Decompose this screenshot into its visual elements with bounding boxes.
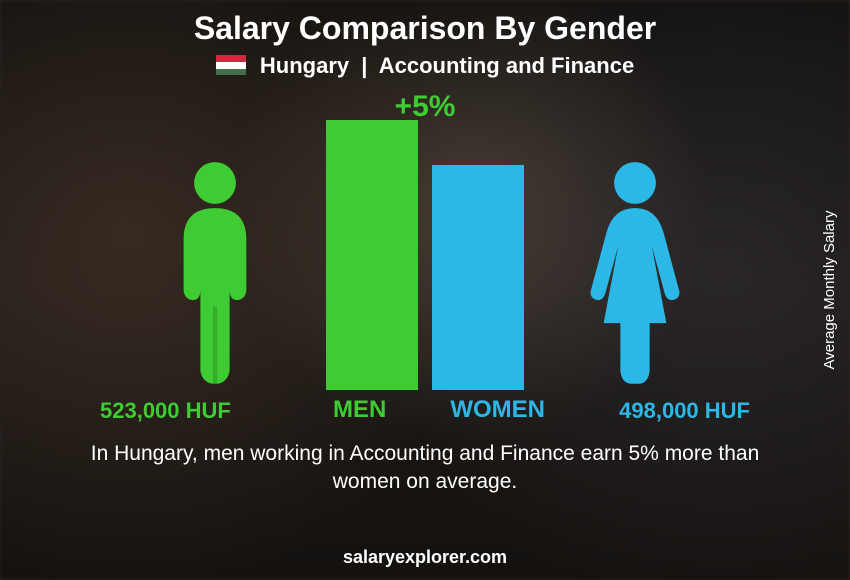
country-label: Hungary [260, 53, 349, 78]
man-icon [155, 160, 275, 390]
difference-label: +5% [395, 90, 456, 124]
flag-stripe-2 [216, 62, 246, 69]
hungary-flag-icon [216, 55, 246, 75]
description-text: In Hungary, men working in Accounting an… [65, 440, 785, 497]
bar-men [326, 120, 418, 390]
gender-salary-chart: +5% MEN WOMEN 523,000 HUF 498,000 HUF [45, 90, 805, 430]
women-label: WOMEN [450, 396, 545, 424]
bars-group [326, 120, 524, 390]
infographic-container: Salary Comparison By Gender Hungary | Ac… [0, 0, 850, 580]
flag-stripe-1 [216, 55, 246, 62]
bar-women [432, 165, 524, 390]
y-axis-label: Average Monthly Salary [821, 211, 838, 370]
subtitle: Hungary | Accounting and Finance [0, 53, 850, 79]
category-label: Accounting and Finance [379, 53, 634, 78]
flag-stripe-3 [216, 69, 246, 76]
men-label: MEN [333, 396, 386, 424]
page-title: Salary Comparison By Gender [0, 0, 850, 47]
women-salary-value: 498,000 HUF [619, 398, 750, 424]
subtitle-separator: | [361, 53, 367, 78]
woman-icon [575, 160, 695, 390]
men-salary-value: 523,000 HUF [100, 398, 231, 424]
site-credit: salaryexplorer.com [343, 547, 507, 568]
